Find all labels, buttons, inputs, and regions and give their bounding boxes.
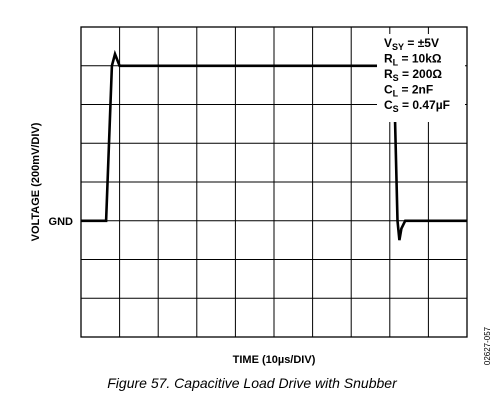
figure-caption: Figure 57. Capacitive Load Drive with Sn… [107,375,397,391]
grid [81,27,467,337]
gnd-label: GND [49,216,74,228]
annotation-line: RL = 10kΩ [384,52,442,68]
y-axis-label: VOLTAGE (200mV/DIV) [30,122,42,241]
plot-frame [80,26,468,338]
annotation-line: RS = 200Ω [384,67,442,83]
annotation-line: VSY = ±5V [384,36,439,52]
annotation-line: CS = 0.47µF [384,98,450,114]
x-axis-label: TIME (10µs/DIV) [233,354,316,366]
annotation-background [377,34,465,122]
figure-id: 02627-057 [483,326,492,365]
annotation-line: CL = 2nF [384,83,433,99]
